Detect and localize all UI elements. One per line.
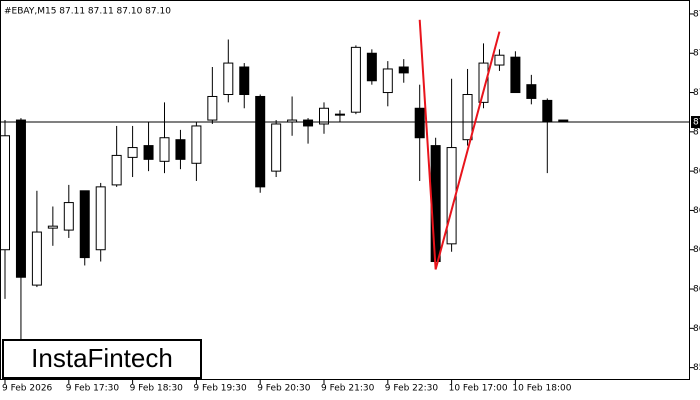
candle-body — [255, 95, 266, 188]
candle-body — [127, 147, 138, 158]
candle-body — [542, 99, 553, 123]
candle-body — [350, 46, 361, 113]
current-price-box — [691, 116, 700, 129]
current-price-label: 87.10 — [693, 118, 700, 128]
candle-body — [47, 225, 58, 229]
candle-body — [334, 113, 345, 116]
plot-frame — [0, 0, 690, 380]
y-tick-label: 85.85 — [693, 363, 700, 373]
x-tick-label: 9 Feb 18:30 — [130, 384, 184, 394]
candle-body — [271, 123, 282, 172]
candle-body — [143, 145, 154, 160]
candle-body — [63, 202, 74, 231]
candle-body — [398, 66, 409, 74]
candle-body — [79, 190, 90, 259]
y-tick-label: 86.85 — [693, 167, 700, 177]
x-tick-label: 9 Feb 22:30 — [385, 384, 439, 394]
candle-body — [31, 231, 42, 286]
candle-body — [494, 54, 505, 66]
x-tick-label: 9 Feb 17:30 — [66, 384, 120, 394]
candle-body — [15, 119, 26, 278]
x-tick-label: 9 Feb 20:30 — [257, 384, 311, 394]
y-tick-label: 87.05 — [693, 127, 700, 137]
y-tick-label: 86.05 — [693, 324, 700, 334]
candle-body — [223, 62, 234, 96]
candle-body — [414, 107, 425, 139]
candle-body — [319, 107, 329, 125]
candle-body — [462, 94, 473, 141]
x-tick-label: 9 Feb 21:30 — [321, 384, 375, 394]
y-tick-label: 86.25 — [693, 285, 700, 295]
candle-body — [430, 145, 441, 263]
candle-body — [0, 135, 10, 251]
y-tick-label: 86.45 — [693, 245, 700, 255]
y-tick-label: 87.65 — [693, 9, 700, 19]
candle-body — [159, 137, 170, 162]
x-tick-label: 9 Feb 2026 — [2, 384, 53, 394]
y-tick-label: 87.45 — [693, 49, 700, 59]
chart-title: #EBAY,M15 87.11 87.11 87.10 87.10 — [4, 7, 171, 17]
candle-body — [207, 95, 218, 121]
candle-body — [239, 66, 250, 96]
logo: InstaFintech — [31, 343, 173, 373]
candle-body — [191, 125, 202, 164]
x-tick-label: 9 Feb 19:30 — [193, 384, 247, 394]
candle-body — [303, 119, 314, 127]
pattern-line — [418, 19, 501, 270]
x-tick-label: 10 Feb 18:00 — [512, 384, 571, 394]
x-tick-label: 10 Feb 17:00 — [449, 384, 508, 394]
y-tick-label: 87.25 — [693, 88, 700, 98]
y-tick-label: 86.65 — [693, 206, 700, 216]
candle-body — [175, 139, 186, 160]
candle-body — [478, 62, 489, 103]
candle-body — [510, 56, 521, 94]
logo-box — [2, 339, 202, 379]
candle-body — [526, 84, 537, 99]
candle-body — [111, 154, 122, 186]
candle-body — [95, 186, 106, 251]
candle-body — [366, 52, 377, 82]
candle-body — [382, 68, 393, 94]
